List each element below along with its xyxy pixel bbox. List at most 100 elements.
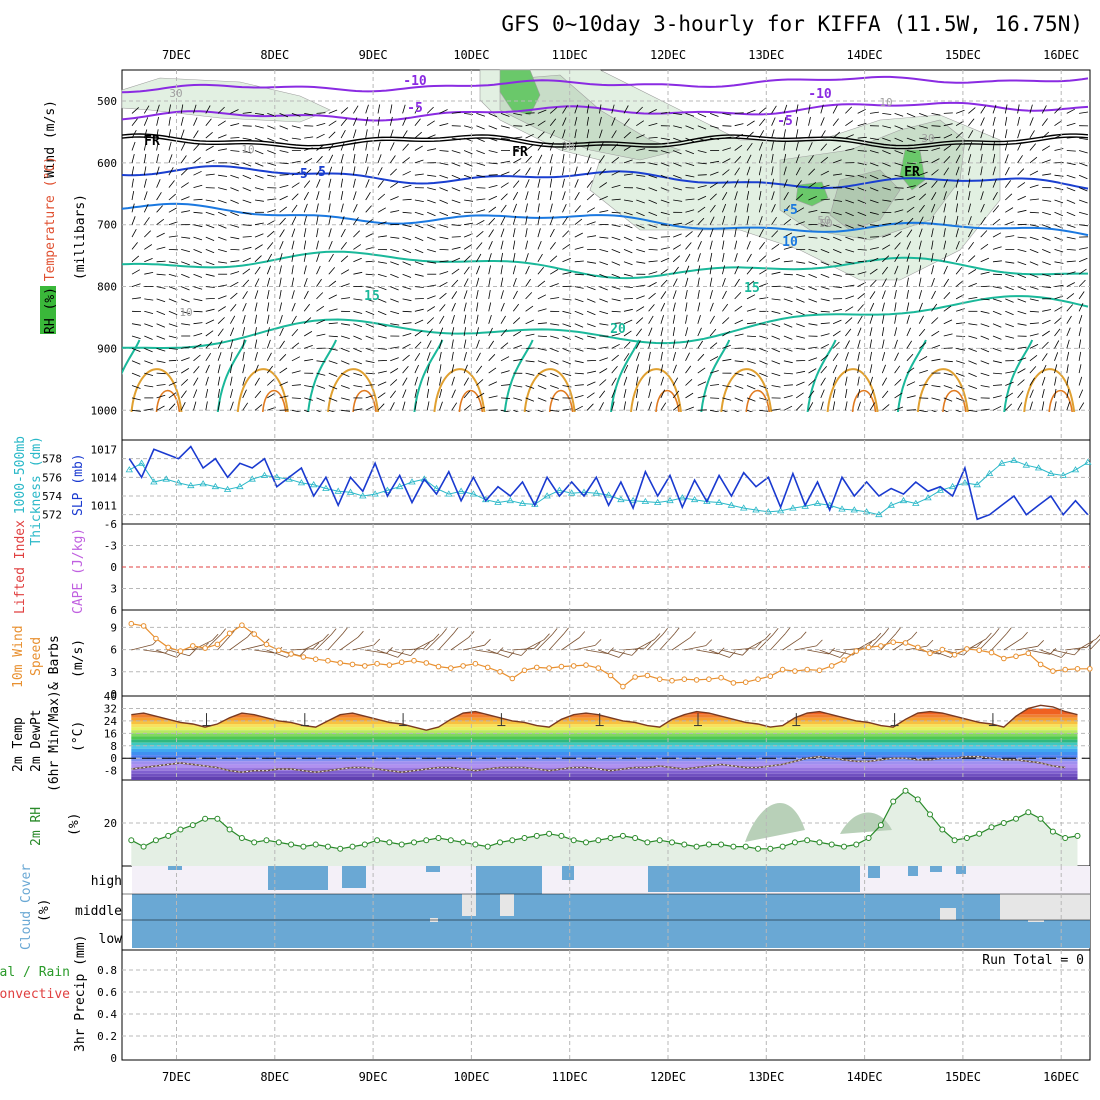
wind-barb (722, 385, 732, 388)
wind10-barb-flag (729, 651, 736, 658)
wind-barb (697, 162, 707, 165)
wind10-barb (1003, 637, 1023, 651)
wind-barb (340, 130, 346, 139)
wind-barb (414, 261, 424, 266)
wind-barb (500, 171, 510, 176)
thickness-point (322, 484, 330, 491)
wind-barb (414, 341, 422, 349)
wind-barb (131, 335, 141, 339)
wind-barb (390, 323, 400, 326)
wind-barb (586, 323, 596, 328)
wind-barb (1029, 333, 1039, 337)
pressure-tick-label: 500 (97, 95, 117, 108)
wind-barb (697, 327, 702, 337)
wind-barb (414, 249, 424, 254)
wind-barb (574, 191, 580, 201)
wind-barb (476, 352, 481, 361)
rh2m-point (705, 841, 712, 848)
wind-barb (144, 408, 154, 411)
wind-barb (832, 105, 838, 114)
wind-barb (771, 166, 774, 176)
wind-barb (574, 179, 579, 188)
wind-barb (463, 278, 469, 287)
wind-barb (759, 409, 769, 412)
wind-barb (586, 116, 589, 126)
wind-barb (365, 116, 369, 126)
wind-barb (672, 255, 681, 263)
wind-barb (143, 178, 147, 188)
wind-barb (500, 160, 510, 164)
wind-barb (586, 154, 591, 164)
wind-barb (304, 113, 314, 116)
wind-barb (845, 249, 855, 253)
wind-barb (254, 137, 264, 142)
wind-barb (414, 389, 418, 398)
wind-barb (340, 203, 344, 213)
wind-barb (451, 162, 461, 167)
wind10-speed-point (841, 657, 847, 663)
wind-barb (476, 265, 481, 275)
wind10-barb-flag (1022, 631, 1028, 639)
wind10-tick-label: 6 (110, 644, 117, 657)
wind-barb (181, 236, 191, 239)
wind-barb (266, 290, 270, 299)
wind-barb (611, 104, 615, 114)
near-surface-contour (503, 339, 534, 412)
wind10-speed-point (828, 663, 835, 669)
wind-barb (279, 150, 289, 153)
wind-barb (648, 389, 652, 398)
wind-barb (414, 364, 419, 374)
wind-barb (156, 205, 163, 213)
thickness-point (137, 459, 146, 466)
wind-barb (722, 317, 730, 324)
wind-barb (500, 113, 510, 117)
wind-barb (181, 323, 191, 326)
wind-barb (1005, 348, 1015, 350)
wind-barb (869, 302, 875, 312)
rh2m-unit: (%) (67, 813, 82, 836)
wind-barb (500, 409, 510, 412)
wind-barb (205, 261, 215, 266)
wind-barb (746, 348, 756, 351)
wind10-barb (1028, 649, 1050, 655)
wind-barb (1005, 298, 1014, 303)
wind-barb (365, 129, 368, 139)
thickness-point (223, 485, 232, 492)
wind-barb (857, 108, 866, 114)
wind-barb (156, 116, 159, 126)
wind-barb (1054, 284, 1064, 287)
wind-barb (1017, 368, 1026, 374)
wind-barb (906, 327, 911, 337)
wind-barb (709, 328, 717, 337)
wind-barb (291, 409, 301, 412)
wind-barb (894, 113, 904, 117)
wind10-speed-point (1050, 668, 1056, 674)
wind10-barb (1077, 638, 1097, 651)
wind-barb (955, 109, 965, 114)
warm-lobe-contour (826, 368, 879, 412)
wind-barb (943, 179, 948, 188)
thickness-point (359, 492, 367, 499)
wind-barb (869, 187, 879, 192)
warm-lobe-contour (1023, 368, 1076, 412)
wind-barb (796, 370, 806, 374)
wind-barb (783, 166, 787, 176)
wind-barb (709, 342, 718, 349)
wind-barb (919, 370, 928, 374)
wind-barb (414, 330, 423, 337)
wind-barb (894, 392, 903, 399)
wind-barb (340, 360, 350, 365)
wind-barb (599, 323, 609, 326)
wind-barb (328, 322, 338, 325)
wind-barb (562, 323, 572, 328)
wind-barb (574, 405, 583, 411)
wind-barb (267, 150, 276, 155)
wind-barb (365, 323, 375, 328)
wind-barb (488, 395, 498, 399)
wind-barb (734, 215, 737, 225)
wind-barb (931, 303, 938, 312)
wind-barb (218, 174, 228, 177)
cloud-level-label: middle (75, 904, 122, 919)
wind-barb (918, 204, 925, 213)
wind-barb (660, 402, 667, 411)
